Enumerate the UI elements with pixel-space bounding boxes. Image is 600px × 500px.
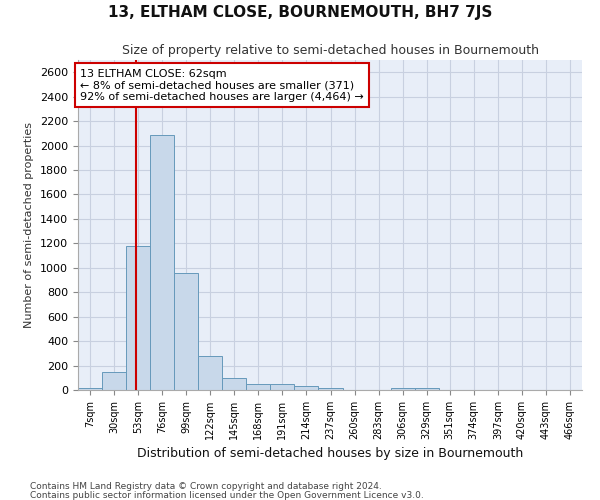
X-axis label: Distribution of semi-detached houses by size in Bournemouth: Distribution of semi-detached houses by … xyxy=(137,448,523,460)
Bar xyxy=(222,378,247,390)
Bar xyxy=(150,134,174,390)
Text: 13, ELTHAM CLOSE, BOURNEMOUTH, BH7 7JS: 13, ELTHAM CLOSE, BOURNEMOUTH, BH7 7JS xyxy=(108,5,492,20)
Y-axis label: Number of semi-detached properties: Number of semi-detached properties xyxy=(25,122,34,328)
Text: 13 ELTHAM CLOSE: 62sqm
← 8% of semi-detached houses are smaller (371)
92% of sem: 13 ELTHAM CLOSE: 62sqm ← 8% of semi-deta… xyxy=(80,68,364,102)
Bar xyxy=(247,384,271,390)
Bar xyxy=(174,272,198,390)
Bar xyxy=(126,246,150,390)
Bar xyxy=(391,388,415,390)
Text: Contains public sector information licensed under the Open Government Licence v3: Contains public sector information licen… xyxy=(30,490,424,500)
Bar xyxy=(271,384,295,390)
Bar xyxy=(319,388,343,390)
Bar xyxy=(102,372,126,390)
Bar xyxy=(295,386,319,390)
Text: Contains HM Land Registry data © Crown copyright and database right 2024.: Contains HM Land Registry data © Crown c… xyxy=(30,482,382,491)
Bar xyxy=(198,356,222,390)
Bar xyxy=(78,388,102,390)
Bar xyxy=(415,388,439,390)
Title: Size of property relative to semi-detached houses in Bournemouth: Size of property relative to semi-detach… xyxy=(121,44,539,58)
